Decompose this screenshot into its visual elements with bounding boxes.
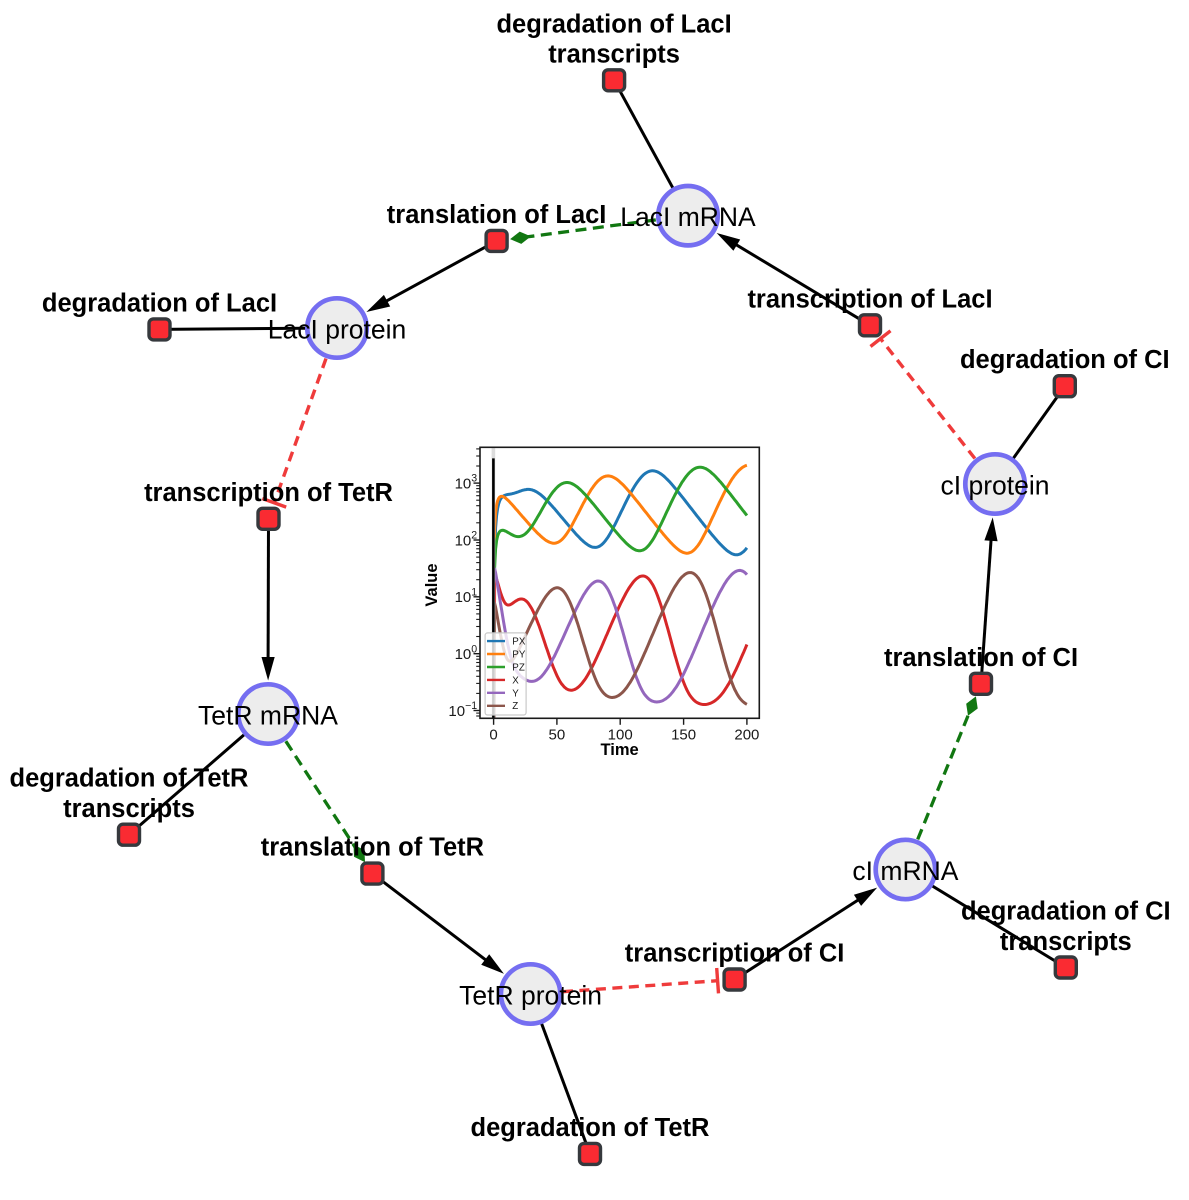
svg-text:LacI protein: LacI protein (268, 315, 406, 345)
svg-text:50: 50 (549, 726, 566, 743)
svg-text:PZ: PZ (512, 663, 525, 674)
svg-text:degradation of CI: degradation of CI (960, 346, 1170, 374)
svg-text:cI mRNA: cI mRNA (852, 856, 958, 886)
svg-text:100: 100 (608, 726, 633, 743)
svg-text:150: 150 (671, 726, 696, 743)
svg-text:degradation of CI: degradation of CI (961, 898, 1171, 926)
svg-text:Y: Y (512, 688, 519, 699)
svg-text:translation of TetR: translation of TetR (261, 834, 484, 862)
svg-text:10−1: 10−1 (448, 700, 477, 720)
svg-text:PY: PY (512, 650, 526, 661)
svg-text:200: 200 (734, 726, 759, 743)
svg-text:PX: PX (512, 637, 526, 648)
svg-text:102: 102 (455, 530, 478, 550)
svg-text:Time: Time (600, 741, 638, 759)
svg-text:transcripts: transcripts (548, 41, 680, 69)
svg-text:X: X (512, 675, 519, 686)
svg-text:103: 103 (455, 473, 478, 493)
svg-text:degradation of TetR: degradation of TetR (10, 765, 249, 793)
svg-text:TetR protein: TetR protein (459, 981, 602, 1011)
svg-text:100: 100 (455, 643, 478, 663)
svg-text:degradation of TetR: degradation of TetR (471, 1114, 710, 1142)
svg-text:Z: Z (512, 701, 518, 712)
svg-text:cI protein: cI protein (940, 471, 1049, 501)
svg-text:degradation of LacI: degradation of LacI (42, 289, 277, 317)
svg-text:TetR mRNA: TetR mRNA (198, 701, 338, 731)
svg-text:LacI mRNA: LacI mRNA (620, 202, 756, 232)
svg-text:transcription of LacI: transcription of LacI (747, 285, 992, 313)
svg-text:transcription of CI: transcription of CI (625, 940, 845, 968)
svg-text:degradation of LacI: degradation of LacI (496, 10, 731, 38)
svg-text:transcripts: transcripts (63, 795, 195, 823)
svg-text:0: 0 (489, 726, 497, 743)
svg-text:transcripts: transcripts (1000, 928, 1132, 956)
svg-text:Value: Value (423, 563, 441, 606)
svg-text:101: 101 (455, 586, 478, 606)
svg-text:translation of LacI: translation of LacI (387, 201, 607, 229)
svg-text:translation of CI: translation of CI (884, 644, 1078, 672)
svg-text:transcription of TetR: transcription of TetR (144, 479, 393, 507)
